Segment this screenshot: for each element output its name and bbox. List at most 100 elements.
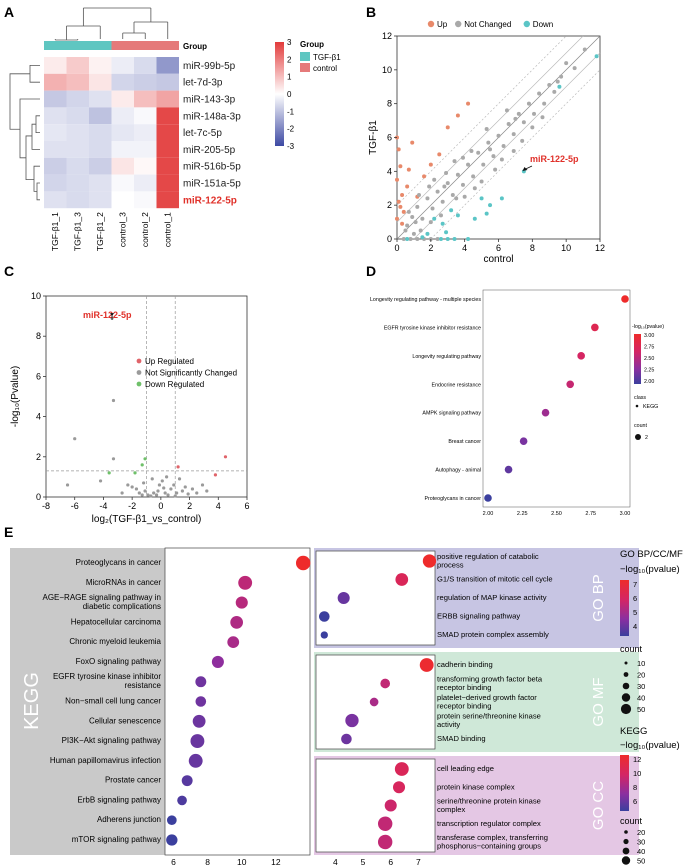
kegg-side-band [10,548,165,855]
scatter-point [520,138,525,143]
panel-label-e: E [4,524,13,540]
scatter-point [564,61,569,66]
kegg-dot [177,795,187,806]
scatter-point [484,211,489,216]
kegg-dot [211,655,224,668]
scatter-point [555,79,560,84]
scatter-point [444,230,449,235]
volcano-point [195,491,199,495]
fold-change-line [413,52,601,240]
heatmap-column-label: control_1 [163,212,173,247]
go-bp-category-label: positive regulation of catabolic process [437,552,539,570]
legend-label: Up [437,20,448,29]
scatter-point [410,140,415,145]
volcano-point [160,479,164,483]
scatter-point [428,162,433,167]
go-colorbar-tick: 5 [633,608,637,617]
kegg-dot [166,834,178,846]
heatmap-cell [44,174,67,192]
category-label: Longevity regulating pathway - multiple … [370,297,481,303]
heatmap-cell [134,57,157,74]
panel-label-c: C [4,263,14,279]
volcano-point [157,483,162,487]
heatmap-cell [66,90,89,108]
scatter-point [521,120,526,125]
heatmap-row-label: let-7d-3p [183,78,223,89]
heatmap-cell [89,107,112,125]
y-tick-label: 10 [382,65,392,75]
volcano-point [111,398,116,403]
volcano-point [156,489,160,493]
class-legend-marker [635,404,639,408]
legend-tick: 3.00 [644,333,654,339]
scatter-point [406,209,411,214]
volcano-point [213,473,218,477]
x-tick-label: 12 [595,243,605,253]
volcano-point [183,485,187,489]
kegg-colorbar-tick: 8 [633,783,637,792]
heatmap-cell [89,90,112,108]
scatter-point [410,215,415,220]
kegg-count-marker [622,847,630,855]
volcano-point [200,483,205,487]
x-tick-label: 8 [205,857,210,867]
scatter-point [472,216,477,221]
pathway-dot [484,494,492,502]
panel-label-a: A [4,4,14,20]
heatmap-column-label: TGF-β1_3 [73,212,83,251]
volcano-point [137,491,141,495]
point-annotation: miR-122-5p [83,310,132,320]
volcano-point [173,494,177,498]
kegg-dot [190,734,205,749]
scatter-point [476,150,481,155]
group-annotation-cell [111,41,134,50]
heatmap-cell [156,174,179,192]
kegg-dot [238,575,253,590]
go-cc-dot [384,799,397,812]
volcano-point [149,494,153,498]
go-count-marker [620,703,632,715]
go-mf-category-label: transforming growth factor beta receptor … [437,674,543,692]
count-legend-marker [635,434,641,440]
heatmap-colorbar [275,42,284,146]
volcano-point [152,491,156,495]
scatter-point [438,213,443,218]
go-cc-category-label: cell leading edge [437,764,494,773]
volcano-point [120,491,124,495]
legend-marker [136,381,142,387]
legend-tick: 2.75 [644,345,654,351]
x-tick-label: 4 [462,243,467,253]
legend-label: TGF-β1 [313,53,341,62]
scatter-point [484,127,489,132]
heatmap-colorbar-tick: 3 [287,38,292,47]
y-tick-label: 0 [36,492,41,502]
scatter-point [499,157,504,162]
x-tick-label: 6 [244,501,249,511]
scatter-point [454,196,459,201]
scatter-point [491,154,496,159]
heatmap-cell [134,73,157,91]
scatter-point [513,116,518,121]
scatter-point [481,162,486,167]
kegg-category-label: PI3K−Akt signaling pathway [62,736,161,745]
x-tick-label: 0 [394,243,399,253]
scatter-point [415,237,420,241]
scatter-point [506,121,511,126]
x-tick-label: 4 [333,857,338,867]
plot-frame [482,289,631,508]
scatter-point [460,155,465,160]
kegg-dot [235,596,248,609]
go-cc-dot [392,781,406,794]
pathway-dot [519,437,528,445]
go-bp-category-label: SMAD protein complex assembly [437,630,549,639]
legend-label: Up Regulated [145,357,194,366]
kegg-dot [295,555,311,571]
kegg-count-tick: 20 [637,828,645,837]
volcano-point [98,479,103,483]
group-annotation-cell [44,41,67,50]
x-tick-label: 2.00 [483,511,494,517]
category-label: Proteoglycans in cancer [424,496,481,502]
pathway-dot [541,408,550,417]
y-tick-label: 2 [36,452,41,462]
pathway-dot [577,352,585,360]
